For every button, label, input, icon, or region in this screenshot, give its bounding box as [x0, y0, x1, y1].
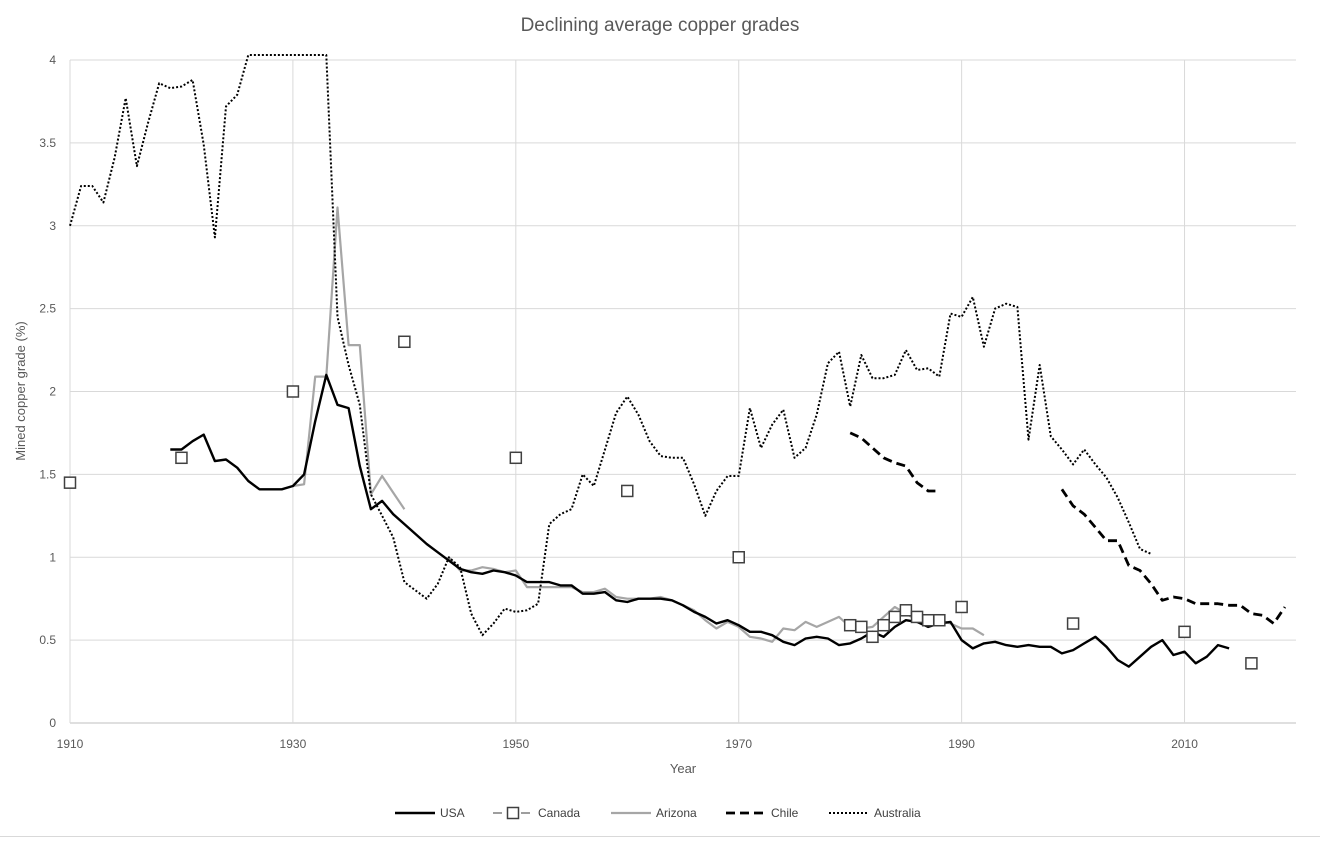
y-tick-label: 0.5: [39, 633, 56, 647]
australia-line: [69, 54, 1152, 637]
legend-label: Australia: [874, 806, 921, 820]
x-tick-label: 1950: [502, 737, 529, 751]
canada-point: [866, 630, 879, 644]
canada-point: [286, 385, 300, 398]
legend-label: Canada: [538, 806, 580, 820]
series-chile: [849, 431, 1287, 625]
y-tick-label: 2: [49, 385, 56, 399]
x-tick-labels: 1910 1930 1950 1970 1990 2010: [57, 737, 1199, 751]
y-tick-label: 2.5: [39, 302, 56, 316]
canada-point: [877, 618, 890, 632]
legend-item-canada: Canada: [493, 806, 580, 820]
canada-point: [509, 451, 523, 465]
series-usa: [170, 373, 1230, 668]
canada-point: [1245, 657, 1258, 670]
x-tick-label: 1970: [725, 737, 752, 751]
x-tick-label: 1990: [948, 737, 975, 751]
canada-point: [63, 476, 77, 489]
legend-item-usa: USA: [395, 806, 465, 820]
legend-label: Arizona: [656, 806, 697, 820]
canada-point: [933, 613, 946, 627]
canada-point: [621, 484, 634, 498]
series-canada: [63, 335, 1258, 670]
canada-point: [1178, 625, 1191, 639]
arizona-line: [292, 206, 985, 643]
x-tick-label: 2010: [1171, 737, 1198, 751]
canada-point: [732, 551, 745, 564]
gridlines: [69, 59, 1296, 724]
canada-point: [398, 335, 411, 349]
canada-point: [899, 604, 913, 617]
legend-label: Chile: [771, 806, 799, 820]
legend-marker: [506, 806, 520, 820]
x-tick-label: 1930: [280, 737, 307, 751]
legend-item-chile: Chile: [726, 806, 799, 820]
chile-line: [849, 431, 1287, 625]
series-arizona: [292, 206, 985, 643]
canada-point: [1066, 617, 1080, 630]
series-australia: [69, 54, 1152, 637]
canada-point: [843, 618, 857, 632]
y-tick-label: 1: [49, 550, 56, 564]
legend: USA Canada Arizona Chile Australia: [395, 806, 921, 820]
legend-item-australia: Australia: [829, 806, 921, 820]
y-tick-labels: 0 0.5 1 1.5 2 2.5 3 3.5 4: [39, 53, 56, 730]
y-tick-label: 1.5: [39, 467, 56, 481]
canada-point: [175, 451, 188, 465]
y-tick-label: 4: [49, 53, 56, 67]
y-tick-label: 3: [49, 219, 56, 233]
y-axis-label: Mined copper grade (%): [13, 321, 28, 460]
y-tick-label: 0: [49, 716, 56, 730]
series-layer: [63, 54, 1287, 670]
canada-point: [955, 600, 968, 614]
usa-line: [170, 373, 1230, 668]
x-axis-label: Year: [670, 761, 697, 776]
canada-point: [910, 610, 924, 624]
canada-point: [855, 620, 868, 634]
bottom-divider: [0, 836, 1320, 837]
y-tick-label: 3.5: [39, 136, 56, 150]
canada-point: [888, 610, 902, 624]
legend-label: USA: [440, 806, 465, 820]
x-tick-label: 1910: [57, 737, 84, 751]
canada-point: [921, 613, 935, 627]
chart-title: Declining average copper grades: [521, 15, 800, 36]
legend-item-arizona: Arizona: [611, 806, 697, 820]
